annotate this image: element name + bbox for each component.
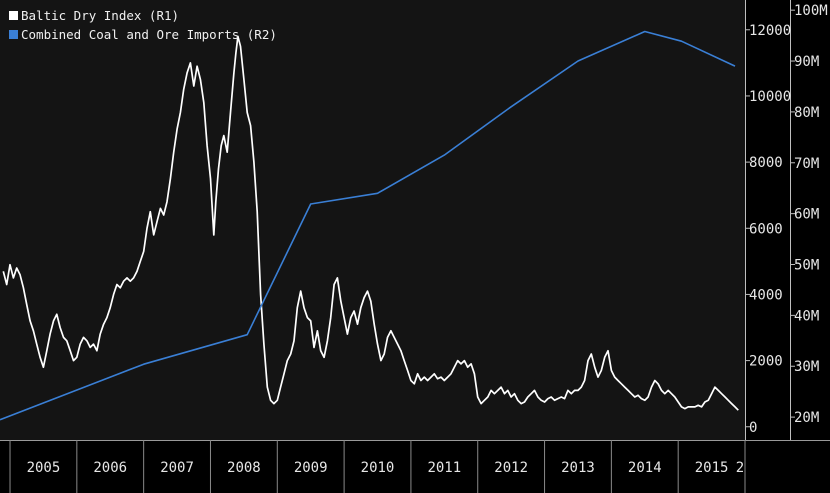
x-tick-label: 2010 [361,460,395,476]
series-layer [0,30,739,421]
chart-frame [0,0,830,441]
r2-axis: 20M 30M 40M 50M 60M 70M 80M 90M 100M [790,3,828,426]
x-tick-label: 2 [736,460,744,476]
x-tick-label: 2005 [27,460,61,476]
x-tick-label: 2008 [227,460,261,476]
r2-tick-label: 50M [794,258,819,274]
x-axis: 2005 2006 2007 2008 2009 2010 2011 2012 2013 2014… [9,440,746,493]
plot-area [0,0,745,440]
r2-tick-label: 80M [794,105,819,121]
r1-axis: 0 2000 4000 6000 8000 10000 12000 [745,23,791,436]
legend: Baltic Dry Index (R1) Combined Coal and O… [9,8,277,42]
legend-swatch [9,11,18,20]
x-tick-label: 2013 [561,460,595,476]
r1-tick-label: 10000 [749,89,791,105]
r2-tick-label: 90M [794,54,819,70]
x-tick-label: 2014 [628,460,662,476]
r2-tick-label: 100M [794,3,828,19]
x-tick-label: 2012 [494,460,528,476]
series-line-1 [0,30,736,421]
r2-tick-label: 60M [794,207,819,223]
legend-swatch [9,30,18,39]
series-line-0 [2,35,739,411]
r1-tick-label: 0 [749,420,757,436]
r2-tick-label: 40M [794,308,819,324]
x-tick-label: 2009 [294,460,328,476]
r1-tick-label: 8000 [749,155,783,171]
legend-label: Combined Coal and Ore Imports (R2) [21,27,277,42]
r1-tick-label: 4000 [749,287,783,303]
x-tick-label: 2006 [93,460,127,476]
x-tick-label: 2007 [160,460,194,476]
r2-tick-label: 70M [794,156,819,172]
r1-tick-label: 6000 [749,221,783,237]
r1-tick-label: 12000 [749,23,791,39]
r2-tick-label: 30M [794,359,819,375]
r2-tick-label: 20M [794,410,819,426]
r1-tick-label: 2000 [749,354,783,370]
x-tick-label: 2015 [695,460,729,476]
legend-label: Baltic Dry Index (R1) [21,8,179,23]
x-tick-label: 2011 [427,460,461,476]
